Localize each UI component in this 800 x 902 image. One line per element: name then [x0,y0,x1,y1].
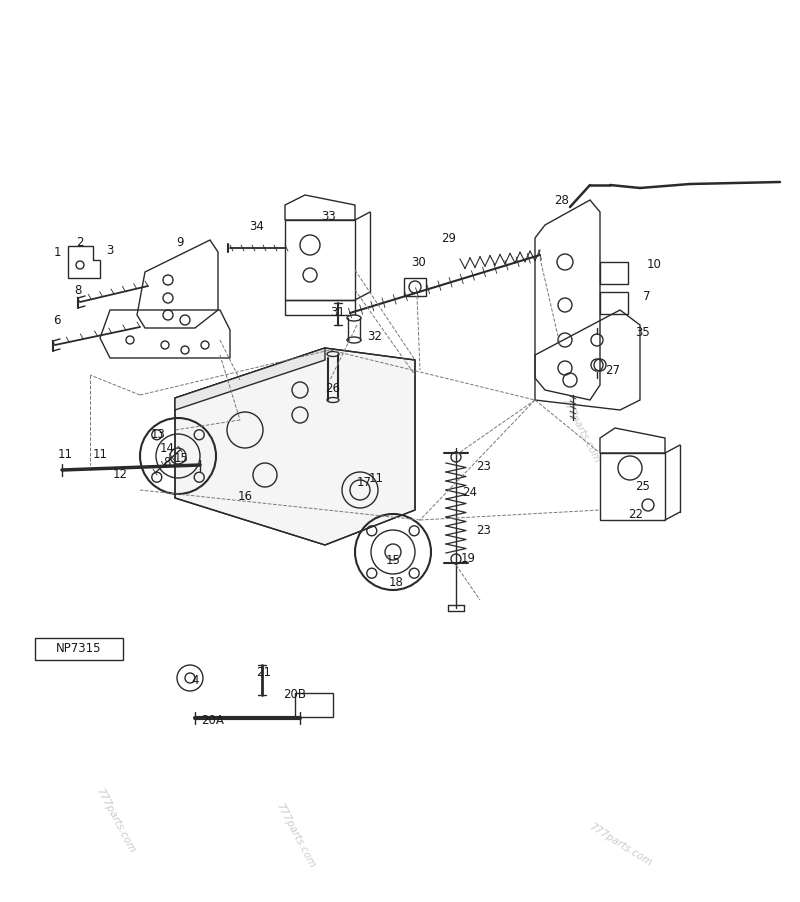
Text: 11: 11 [93,448,107,462]
Text: 2: 2 [76,236,84,250]
Text: 10: 10 [646,259,662,272]
Text: 7: 7 [643,290,650,302]
Text: 28: 28 [554,194,570,207]
Text: 22: 22 [629,508,643,520]
Text: 25: 25 [635,481,650,493]
Text: 4: 4 [191,675,198,687]
Polygon shape [175,348,415,545]
Text: 17: 17 [357,476,371,490]
Text: 20A: 20A [202,714,225,728]
Text: 9: 9 [176,235,184,248]
Text: 777parts.com: 777parts.com [586,822,654,869]
Text: 8: 8 [74,283,82,297]
Text: 34: 34 [250,219,265,233]
Bar [600,292,628,314]
Bar [35,638,123,660]
Text: 23: 23 [477,523,491,537]
Text: 1: 1 [54,245,61,259]
Text: 31: 31 [330,306,346,318]
Text: 8: 8 [163,456,170,468]
Text: 777parts.com: 777parts.com [94,786,136,854]
Text: 11: 11 [369,472,383,484]
Text: 3: 3 [106,244,114,257]
Text: 15: 15 [174,453,189,465]
Bar [600,262,628,284]
Text: 18: 18 [389,575,403,588]
Ellipse shape [347,337,361,343]
Text: 21: 21 [257,667,271,679]
Text: 15: 15 [386,554,401,566]
Text: 777parts.com: 777parts.com [274,801,316,870]
Text: 19: 19 [461,551,475,565]
Text: 29: 29 [442,233,457,245]
Text: 33: 33 [322,209,336,223]
Bar [295,693,333,717]
Text: NP7315: NP7315 [56,642,102,656]
Text: 26: 26 [326,382,341,394]
Bar [404,278,426,296]
Text: 27: 27 [606,364,621,376]
Text: 32: 32 [367,329,382,343]
Text: 16: 16 [238,491,253,503]
Ellipse shape [347,315,361,321]
Text: 11: 11 [58,448,73,462]
Text: 12: 12 [113,468,127,482]
Text: 35: 35 [636,326,650,338]
Text: 24: 24 [462,485,478,499]
Polygon shape [175,348,325,410]
Text: 14: 14 [159,443,174,456]
Text: 23: 23 [477,461,491,474]
Text: 30: 30 [412,256,426,270]
Text: 6: 6 [54,314,61,327]
Text: 13: 13 [150,428,166,441]
Text: 777parts.com: 777parts.com [558,396,602,465]
Text: 20B: 20B [283,688,306,702]
